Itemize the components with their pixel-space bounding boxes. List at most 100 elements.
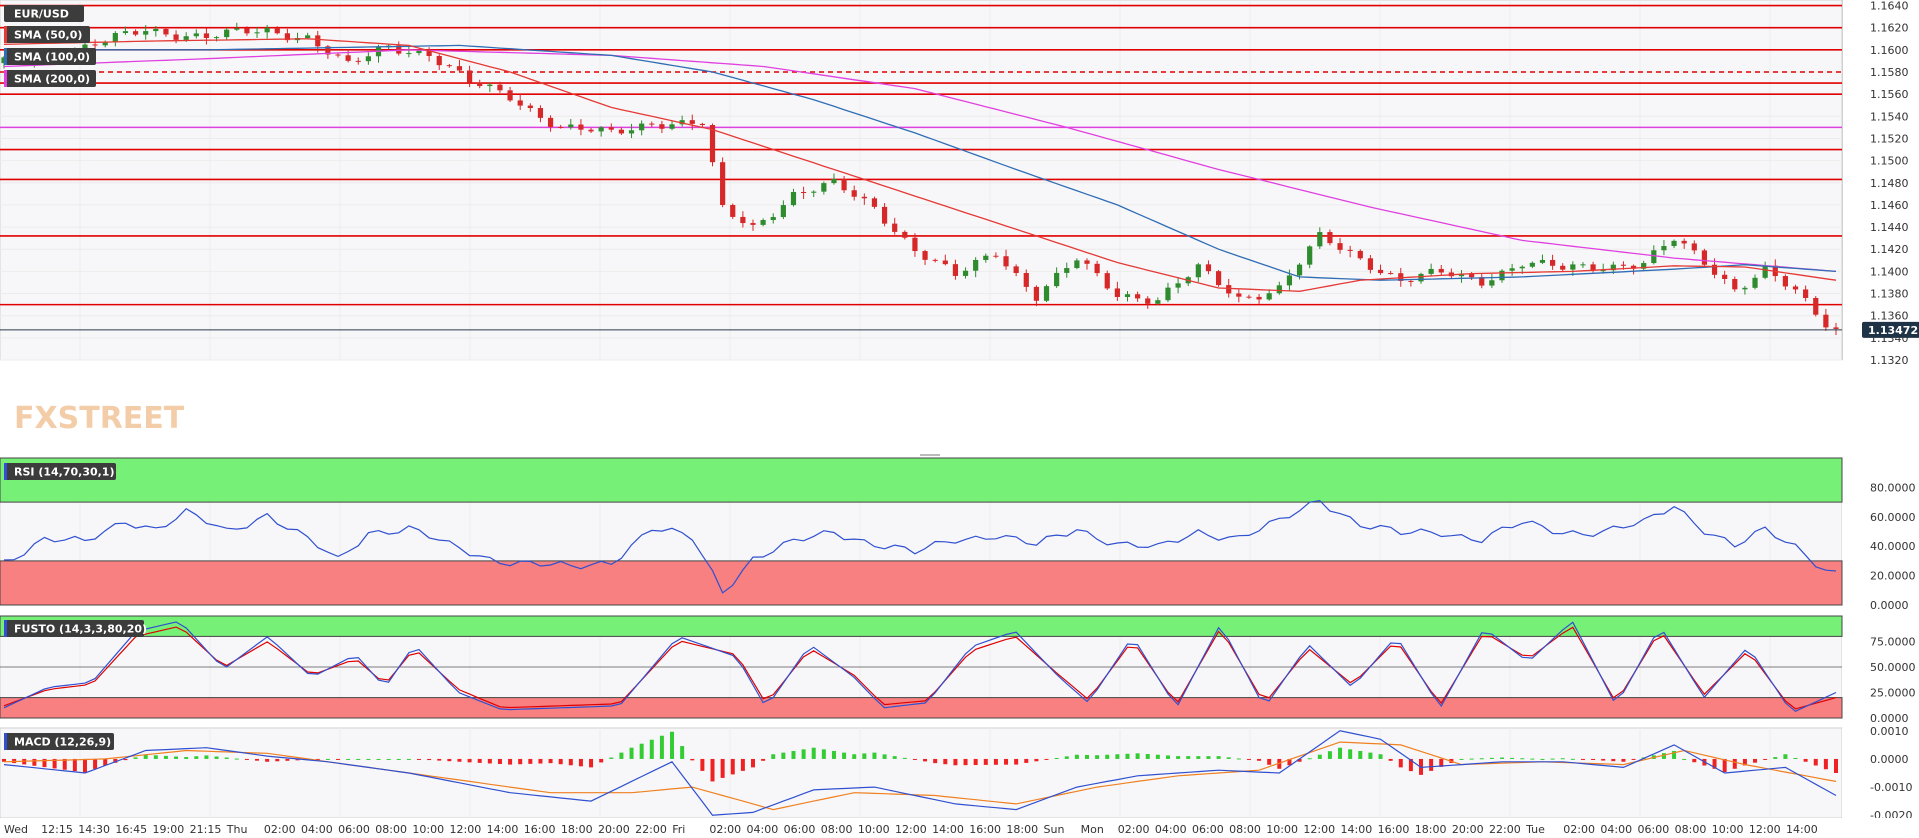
macd-tag[interactable]: MACD (12,26,9) xyxy=(4,733,114,750)
macd-histogram-bar xyxy=(295,758,300,761)
macd-histogram-bar xyxy=(963,758,968,766)
time-tick-label: 16:45 xyxy=(115,823,147,836)
price-tick-label: 1.1600 xyxy=(1870,44,1909,57)
time-tick-label: 04:00 xyxy=(747,823,779,836)
macd-histogram-bar xyxy=(1793,758,1798,759)
time-tick-label: 06:00 xyxy=(1638,823,1670,836)
macd-histogram-bar xyxy=(670,731,675,759)
macd-histogram-bar xyxy=(1105,754,1110,759)
time-tick-label: 10:00 xyxy=(1266,823,1298,836)
candle-body xyxy=(1256,296,1262,300)
candle-body xyxy=(1165,287,1171,301)
rsi-tick-label: 80.0000 xyxy=(1870,481,1916,494)
macd-histogram-bar xyxy=(376,758,381,760)
time-axis: Wed 12:15 14:30 16:45 19:00 21:15 Thu 02:00 04:0… xyxy=(0,818,1919,838)
macd-histogram-bar xyxy=(325,758,330,760)
candle-body xyxy=(831,178,837,184)
candle-body xyxy=(355,60,361,62)
candle-body xyxy=(1529,262,1535,267)
fxstreet-watermark: FXSTREET xyxy=(14,401,185,436)
candle-body xyxy=(1377,269,1384,274)
time-tick-label: 14:00 xyxy=(487,823,519,836)
stoch-tick-label: 75.0000 xyxy=(1870,636,1916,649)
candle-body xyxy=(1266,293,1272,300)
sma-50-tag[interactable]: SMA (50,0) xyxy=(4,26,90,43)
sma-100-tag[interactable]: SMA (100,0) xyxy=(4,48,96,65)
time-tick-label: 20:00 xyxy=(598,823,630,836)
macd-histogram-bar xyxy=(1813,758,1818,766)
candle-body xyxy=(598,127,604,132)
candle-body xyxy=(1691,243,1697,251)
sma-200-tag[interactable]: SMA (200,0) xyxy=(4,70,96,87)
candle-body xyxy=(1286,275,1293,286)
macd-background xyxy=(0,727,1843,819)
stochastic-panel[interactable]: 75.0000 50.0000 25.0000 0.0000 FUSTO (14,3,3… xyxy=(0,615,1919,725)
macd-histogram-bar xyxy=(943,758,948,765)
rsi-tag[interactable]: RSI (14,70,30,1) xyxy=(4,463,116,480)
time-tick-label: 08:00 xyxy=(1229,823,1261,836)
macd-line xyxy=(3,730,1837,816)
macd-histogram-bar xyxy=(508,758,513,765)
candle-body xyxy=(1175,283,1181,288)
macd-histogram-bar xyxy=(558,758,563,765)
time-tick-label: 02:00 xyxy=(264,823,296,836)
sma-100-tag-text: SMA (100,0) xyxy=(14,51,90,64)
candle-body xyxy=(628,130,635,134)
macd-histogram-bar xyxy=(578,758,583,767)
macd-histogram-bar xyxy=(1682,758,1687,760)
candle-body xyxy=(1762,265,1768,278)
symbol-tag[interactable]: EUR/USD xyxy=(4,5,84,22)
candle-body xyxy=(345,55,351,61)
macd-histogram-bar xyxy=(1206,756,1211,759)
candle-body xyxy=(1114,288,1120,297)
candle-body xyxy=(335,54,341,56)
candle-body xyxy=(1023,273,1029,287)
macd-histogram-bar xyxy=(133,757,138,759)
macd-histogram-bar xyxy=(1267,758,1272,765)
macd-histogram-bar xyxy=(2,758,6,762)
time-tick-label: 12:00 xyxy=(450,823,482,836)
candle-body xyxy=(1317,232,1323,247)
candle-body xyxy=(183,36,189,40)
macd-histogram-bar xyxy=(619,752,624,759)
candle-body xyxy=(821,183,827,192)
time-tick-label: 04:00 xyxy=(301,823,333,836)
candle-body xyxy=(952,264,959,276)
candle-body xyxy=(679,120,685,125)
macd-histogram-bar xyxy=(862,753,867,759)
macd-histogram-bar xyxy=(1064,756,1069,759)
candle-body xyxy=(720,162,726,205)
price-tick-label: 1.1560 xyxy=(1870,88,1909,101)
candle-body xyxy=(770,217,776,221)
macd-histogram-bar xyxy=(153,755,158,759)
candle-body xyxy=(892,223,898,232)
macd-histogram-bar xyxy=(1095,755,1100,759)
macd-histogram-bar xyxy=(1004,758,1009,765)
time-tick-label: 14:30 xyxy=(78,823,110,836)
macd-tick-label: -0.0010 xyxy=(1870,781,1912,794)
rsi-panel[interactable]: 80.0000 60.0000 40.0000 20.0000 0.0000 RSI (1… xyxy=(0,457,1919,612)
macd-histogram-bar xyxy=(42,758,47,768)
macd-histogram-bar xyxy=(1176,756,1181,759)
macd-histogram-bar xyxy=(1368,752,1373,759)
macd-histogram-bar xyxy=(1510,757,1515,759)
macd-histogram-bar xyxy=(1408,758,1413,772)
candle-body xyxy=(1823,314,1829,328)
macd-histogram-bar xyxy=(396,758,401,760)
macd-histogram-bar xyxy=(1186,756,1191,759)
stoch-tag[interactable]: FUSTO (14,3,3,80,20) xyxy=(4,620,147,637)
candle-body xyxy=(790,191,797,206)
candle-body xyxy=(1671,240,1677,247)
macd-histogram-bar xyxy=(629,747,634,759)
price-panel[interactable]: 1.1640 1.1620 1.1600 1.1580 1.1560 1.1540 1.15… xyxy=(0,0,1919,456)
candle-body xyxy=(730,204,736,217)
macd-histogram-bar xyxy=(1196,756,1201,759)
sma-200-tag-text: SMA (200,0) xyxy=(14,73,90,86)
candle-body xyxy=(558,126,564,128)
macd-histogram-bar xyxy=(1054,758,1059,759)
macd-histogram-bar xyxy=(1246,758,1251,760)
candle-body xyxy=(436,55,442,66)
candle-body xyxy=(315,35,321,47)
